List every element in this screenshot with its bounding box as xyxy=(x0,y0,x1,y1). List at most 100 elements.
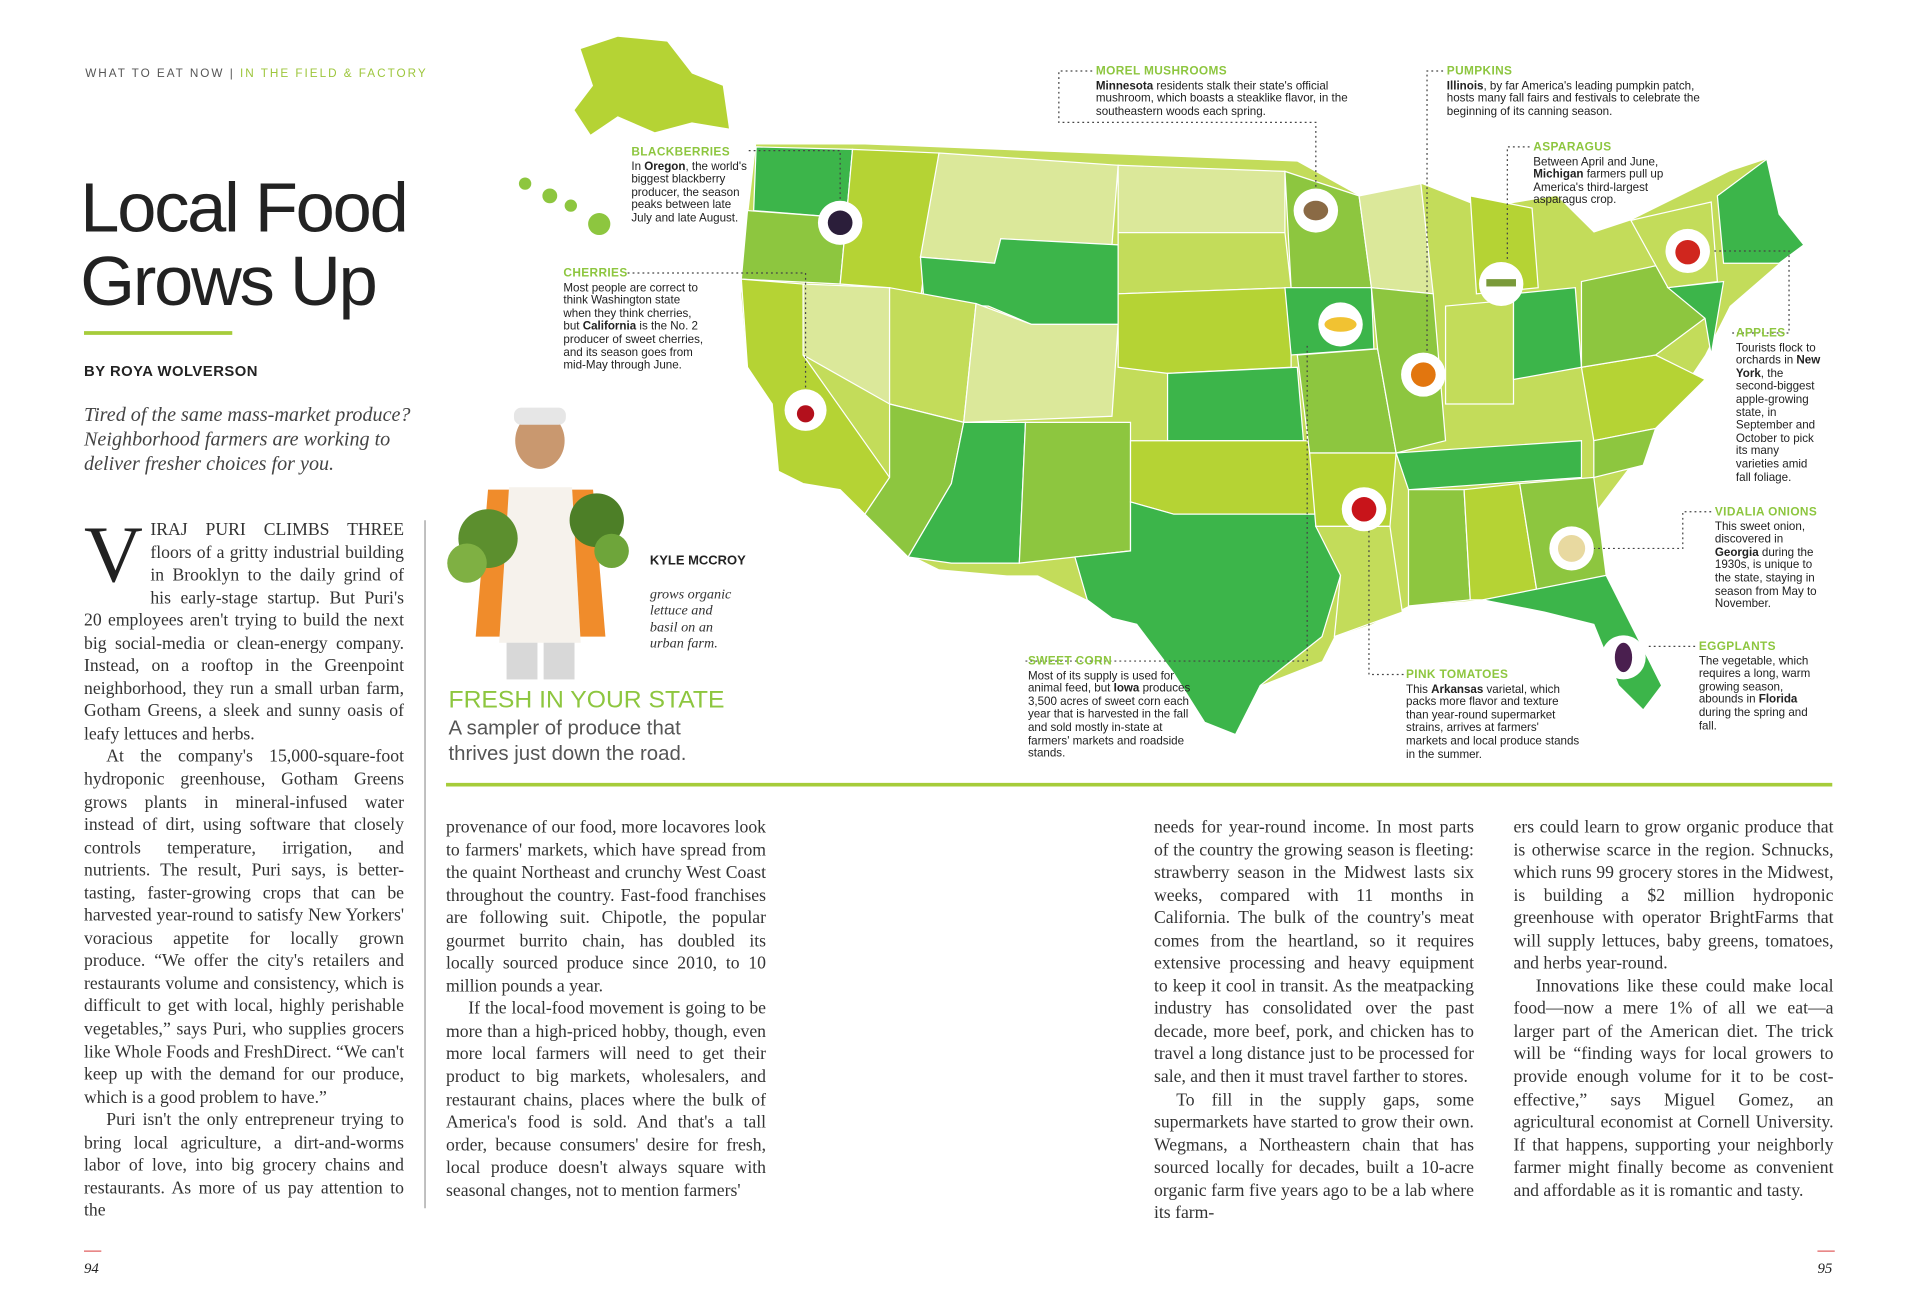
dek: Tired of the same mass-market produce? N… xyxy=(84,402,411,475)
callout-state: Arkansas xyxy=(1431,681,1484,695)
paragraph-text: IRAJ PURI CLIMBS THREE floors of a gritt… xyxy=(84,520,405,745)
callout-text-part: varietal, which packs more flavor and te… xyxy=(1406,681,1580,760)
callout-text: The vegetable, which requires a long, wa… xyxy=(1699,654,1813,732)
callout-text-part: , the second-biggest apple-growing state… xyxy=(1735,365,1816,483)
callout-state: Iowa xyxy=(1113,680,1140,695)
callout-text-part: is the No. 2 producer of sweet cherries,… xyxy=(563,318,704,372)
title: Local Food Grows Up xyxy=(80,168,408,321)
paragraph: needs for year-round income. In most par… xyxy=(1154,817,1474,1089)
callout-text-part: during the 1930s, is unique to the state… xyxy=(1714,544,1817,610)
callout-text-part: Between April and June, xyxy=(1533,153,1659,168)
text-column: provenance of our food, more locavores l… xyxy=(446,817,766,1203)
callout-text-part: , by far America's leading pumpkin patch… xyxy=(1446,77,1700,118)
subsection: IN THE FIELD & FACTORY xyxy=(240,67,428,81)
callout-text-part: , the world's biggest blackberry produce… xyxy=(631,158,747,224)
paragraph-text: ers could learn to grow organic produce … xyxy=(1513,817,1834,974)
paragraph: Puri isn't the only entrepreneur trying … xyxy=(84,1109,404,1223)
callout-text: Most of its supply is used for animal fe… xyxy=(1027,667,1195,760)
paragraph: ers could learn to grow organic produce … xyxy=(1514,817,1834,976)
leader-lines xyxy=(627,70,1790,676)
text-column: ers could learn to grow organic produce … xyxy=(1514,817,1834,1203)
callout-label: APPLES xyxy=(1735,326,1786,341)
states xyxy=(740,146,1805,736)
callout-text: Minnesota residents stalk their state's … xyxy=(1095,77,1362,118)
callout: CHERRIES Most people are correct to think… xyxy=(563,266,709,372)
alaska xyxy=(574,36,729,135)
byline: BY ROYA WOLVERSON xyxy=(84,362,259,380)
text-column: V IRAJ PURI CLIMBS THREE floors of a grit… xyxy=(84,510,405,1223)
caption-name: KYLE MCCROY xyxy=(649,553,746,569)
callout-state: California xyxy=(582,318,637,333)
paragraph-text: needs for year-round income. In most par… xyxy=(1153,817,1474,1088)
hawaii xyxy=(518,177,611,236)
paragraph: provenance of our food, more locavores l… xyxy=(446,817,766,999)
callout-label: VIDALIA ONIONS xyxy=(1714,505,1818,520)
callout-label: PUMPKINS xyxy=(1446,64,1513,79)
paragraph-text: To fill in the supply gaps, some superma… xyxy=(1153,1090,1474,1224)
callout-state: Minnesota xyxy=(1095,77,1154,92)
callout: PINK TOMATOES This Arkansas varietal, whi… xyxy=(1406,668,1581,761)
callout-label: MOREL MUSHROOMS xyxy=(1095,64,1228,79)
callout-label: EGGPLANTS xyxy=(1698,640,1776,654)
callout-text-part: In xyxy=(631,158,645,173)
callout-text-part: residents stalk their state's official m… xyxy=(1095,77,1348,118)
callout-text-part: Most of its supply is used for animal fe… xyxy=(1027,667,1175,695)
produce-icons xyxy=(784,188,1710,680)
paragraph: At the company's 15,000-square-foot hydr… xyxy=(84,746,404,1109)
callout-text: Illinois, by far America's leading pumpk… xyxy=(1446,77,1721,118)
callout-text: Most people are correct to think Washing… xyxy=(563,279,709,372)
callout-state: Michigan xyxy=(1533,166,1584,181)
callout-label: CHERRIES xyxy=(563,266,628,281)
paragraph: If the local-food movement is going to b… xyxy=(446,998,766,1202)
callout-text: This sweet onion, discovered in Georgia … xyxy=(1714,518,1826,611)
paragraph-text: Puri isn't the only entrepreneur trying … xyxy=(84,1110,405,1222)
map-title: FRESH IN YOUR STATE xyxy=(448,686,725,714)
callout-state: New York xyxy=(1735,352,1821,380)
callout-text-part: farmers pull up America's third-largest … xyxy=(1533,166,1664,207)
paragraph: V IRAJ PURI CLIMBS THREE floors of a grit… xyxy=(84,510,405,746)
callout-text: This Arkansas varietal, which packs more… xyxy=(1406,681,1581,761)
callout-text: In Oregon, the world's biggest blackberr… xyxy=(631,158,750,225)
callout-text-part: during the spring and fall. xyxy=(1698,705,1808,732)
callout-text-part: produces 3,500 acres of sweet corn each … xyxy=(1027,680,1191,760)
callout: SWEET CORN Most of its supply is used for… xyxy=(1027,654,1195,760)
section-header: WHAT TO EAT NOW | IN THE FIELD & FACTORY xyxy=(85,67,427,80)
paragraph: Innovations like these could make local … xyxy=(1514,975,1834,1202)
callout: EGGPLANTS The vegetable, which requires a… xyxy=(1699,641,1813,732)
map-subtitle: A sampler of produce that thrives just d… xyxy=(448,717,687,765)
callout: ASPARAGUS Between April and June, Michiga… xyxy=(1533,140,1671,207)
callout-text-part: This xyxy=(1406,681,1432,695)
callout-label: PINK TOMATOES xyxy=(1406,668,1509,682)
callout-label: SWEET CORN xyxy=(1027,654,1113,669)
section: WHAT TO EAT NOW xyxy=(85,67,225,81)
paragraph: To fill in the supply gaps, some superma… xyxy=(1154,1089,1474,1225)
paragraph-text: If the local-food movement is going to b… xyxy=(446,999,767,1201)
callout-text: Between April and June, Michigan farmers… xyxy=(1533,153,1671,207)
callout: MOREL MUSHROOMS Minnesota residents stalk… xyxy=(1095,64,1362,118)
separator: | xyxy=(229,67,235,81)
callout: VIDALIA ONIONS This sweet onion, discover… xyxy=(1714,505,1826,611)
callout-text: Tourists flock to orchards in New York, … xyxy=(1735,340,1822,484)
callout-state: Illinois xyxy=(1446,77,1484,92)
caption-text: grows organic lettuce and basil on an ur… xyxy=(649,587,732,652)
callout-text-part: This sweet onion, discovered in xyxy=(1714,518,1806,545)
callout: APPLES Tourists flock to orchards in New … xyxy=(1735,326,1822,484)
paragraph-text: Innovations like these could make local … xyxy=(1513,976,1834,1201)
text-column: needs for year-round income. In most par… xyxy=(1154,817,1474,1226)
callout-text-part: The vegetable, which requires a long, wa… xyxy=(1698,653,1811,706)
callout-label: ASPARAGUS xyxy=(1533,140,1612,155)
page-number: 94 xyxy=(84,1259,99,1277)
farmer-photo xyxy=(447,407,629,680)
paragraph-text: At the company's 15,000-square-foot hydr… xyxy=(84,747,405,1108)
page-number: 95 xyxy=(1817,1259,1833,1277)
callout-text-part: Most people are correct to think Washing… xyxy=(563,279,698,333)
callout-state: Georgia xyxy=(1714,544,1759,558)
callout: BLACKBERRIES In Oregon, the world's bigge… xyxy=(631,146,750,225)
callout: PUMPKINS Illinois, by far America's leadi… xyxy=(1446,64,1721,118)
drop-cap: V xyxy=(84,510,143,600)
callout-state: Florida xyxy=(1758,692,1798,706)
paragraph-text: provenance of our food, more locavores l… xyxy=(446,817,767,997)
callout-state: Oregon xyxy=(644,158,686,173)
